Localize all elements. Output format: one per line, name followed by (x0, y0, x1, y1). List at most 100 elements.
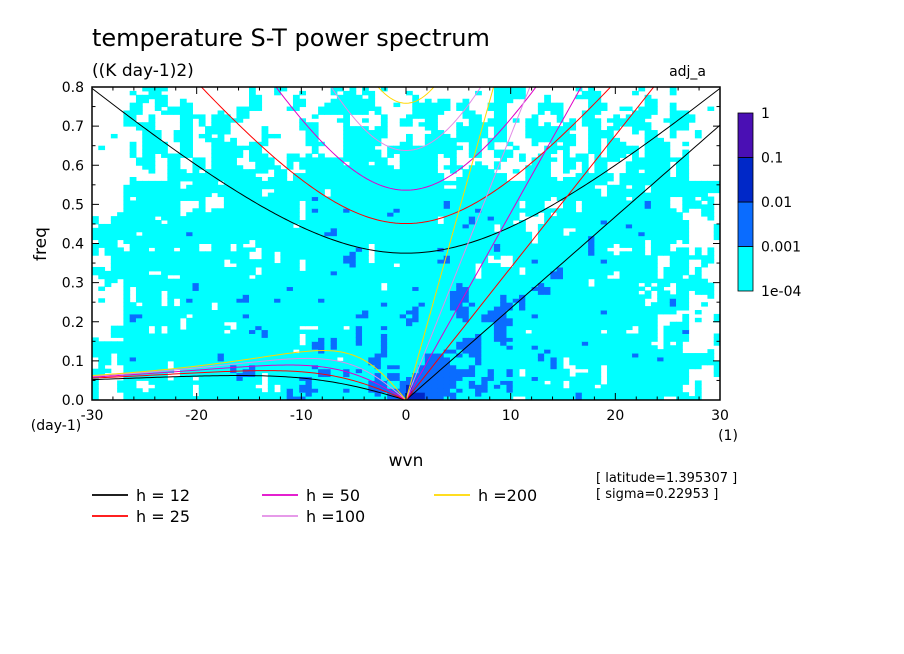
heatmap-cell (292, 208, 300, 213)
heatmap-cell (588, 341, 595, 346)
heatmap-cell (506, 239, 514, 244)
heatmap-cell (261, 341, 269, 346)
heatmap-cell (556, 396, 564, 400)
heatmap-cell (406, 259, 413, 264)
heatmap-cell (387, 212, 394, 217)
heatmap-cell (512, 247, 520, 252)
heatmap-cell (525, 376, 533, 381)
heatmap-cell (512, 372, 520, 378)
heatmap-cell (374, 126, 382, 131)
heatmap-cell (154, 313, 162, 319)
heatmap-cell (525, 345, 533, 350)
heatmap-cell (117, 247, 124, 252)
heatmap-cell (267, 208, 275, 213)
heatmap-cell (154, 384, 162, 389)
heatmap-cell (418, 102, 426, 108)
heatmap-cell (135, 208, 143, 213)
heatmap-cell (412, 173, 420, 178)
heatmap-cell (305, 360, 313, 366)
heatmap-cell (456, 212, 464, 217)
heatmap-cell (525, 364, 533, 370)
heatmap-cell (242, 235, 250, 241)
heatmap-cell (217, 321, 225, 327)
heatmap-cell (355, 247, 363, 252)
heatmap-cell (437, 239, 445, 244)
heatmap-cell (437, 333, 445, 338)
heatmap-cell (330, 212, 338, 217)
heatmap-cell (267, 180, 275, 186)
heatmap-cell (449, 216, 457, 221)
heatmap-cell (249, 216, 256, 221)
heatmap-cell (506, 251, 514, 256)
heatmap-cell (230, 157, 237, 162)
heatmap-cell (129, 274, 137, 280)
heatmap-cell (418, 157, 426, 162)
heatmap-cell (487, 216, 495, 221)
heatmap-cell (142, 341, 150, 346)
heatmap-cell (368, 396, 376, 400)
heatmap-cell (399, 282, 407, 288)
heatmap-cell (569, 294, 577, 299)
heatmap-cell (399, 235, 407, 241)
heatmap-cell (449, 255, 457, 260)
heatmap-cell (110, 231, 118, 237)
heatmap-cell (255, 306, 263, 311)
heatmap-cell (380, 87, 388, 92)
heatmap-cell (424, 184, 432, 190)
heatmap-cell (311, 278, 319, 284)
heatmap-cell (104, 282, 112, 288)
heatmap-cell (299, 310, 307, 315)
heatmap-cell (299, 176, 307, 182)
heatmap-cell (468, 196, 476, 201)
heatmap-cell (456, 290, 464, 295)
heatmap-cells (92, 87, 720, 400)
heatmap-cell (424, 259, 432, 264)
heatmap-cell (380, 360, 388, 366)
heatmap-cell (123, 118, 131, 123)
heatmap-cell (280, 290, 288, 295)
heatmap-cell (493, 251, 501, 256)
heatmap-cell (192, 325, 200, 331)
heatmap-cell (242, 208, 250, 213)
heatmap-cell (286, 180, 294, 186)
heatmap-cell (368, 368, 376, 374)
heatmap-cell (456, 137, 464, 143)
heatmap-cell (380, 133, 388, 139)
heatmap-cell (173, 337, 181, 342)
heatmap-cell (267, 165, 275, 170)
heatmap-cell (506, 247, 514, 252)
heatmap-cell (456, 294, 464, 299)
heatmap-cell (487, 356, 495, 362)
heatmap-cell (531, 286, 539, 291)
heatmap-cell (456, 298, 464, 303)
heatmap-cell (330, 220, 338, 225)
heatmap-cell (198, 313, 206, 319)
heatmap-cell (92, 270, 99, 276)
heatmap-cell (198, 329, 206, 334)
heatmap-cell (387, 192, 394, 198)
heatmap-cell (500, 372, 507, 378)
heatmap-cell (380, 345, 388, 350)
heatmap-cell (343, 204, 350, 209)
heatmap-cell (129, 392, 137, 397)
heatmap-cell (142, 298, 150, 303)
heatmap-cell (493, 114, 501, 119)
heatmap-cell (98, 274, 106, 280)
heatmap-cell (569, 388, 577, 393)
heatmap-cell (217, 376, 225, 381)
heatmap-cell (142, 94, 150, 100)
heatmap-cell (318, 263, 325, 268)
heatmap-cell (280, 376, 288, 381)
heatmap-cell (230, 212, 237, 217)
heatmap-cell (311, 180, 319, 186)
heatmap-cell (242, 251, 250, 256)
heatmap-cell (581, 349, 589, 354)
heatmap-cell (456, 333, 464, 338)
heatmap-cell (205, 294, 212, 299)
heatmap-cell (123, 337, 131, 342)
heatmap-cell (556, 216, 564, 221)
heatmap-cell (475, 380, 482, 385)
heatmap-cell (512, 286, 520, 291)
heatmap-cell (261, 216, 269, 221)
heatmap-cell (211, 114, 219, 119)
